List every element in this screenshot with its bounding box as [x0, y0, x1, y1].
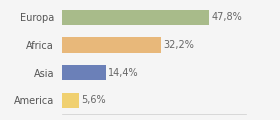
Text: 5,6%: 5,6%: [81, 95, 106, 105]
Text: 14,4%: 14,4%: [108, 68, 139, 78]
Text: 32,2%: 32,2%: [163, 40, 194, 50]
Bar: [62, 93, 79, 108]
Text: 47,8%: 47,8%: [211, 12, 242, 22]
Bar: [62, 65, 106, 80]
Bar: [62, 10, 209, 25]
Bar: [62, 37, 161, 53]
